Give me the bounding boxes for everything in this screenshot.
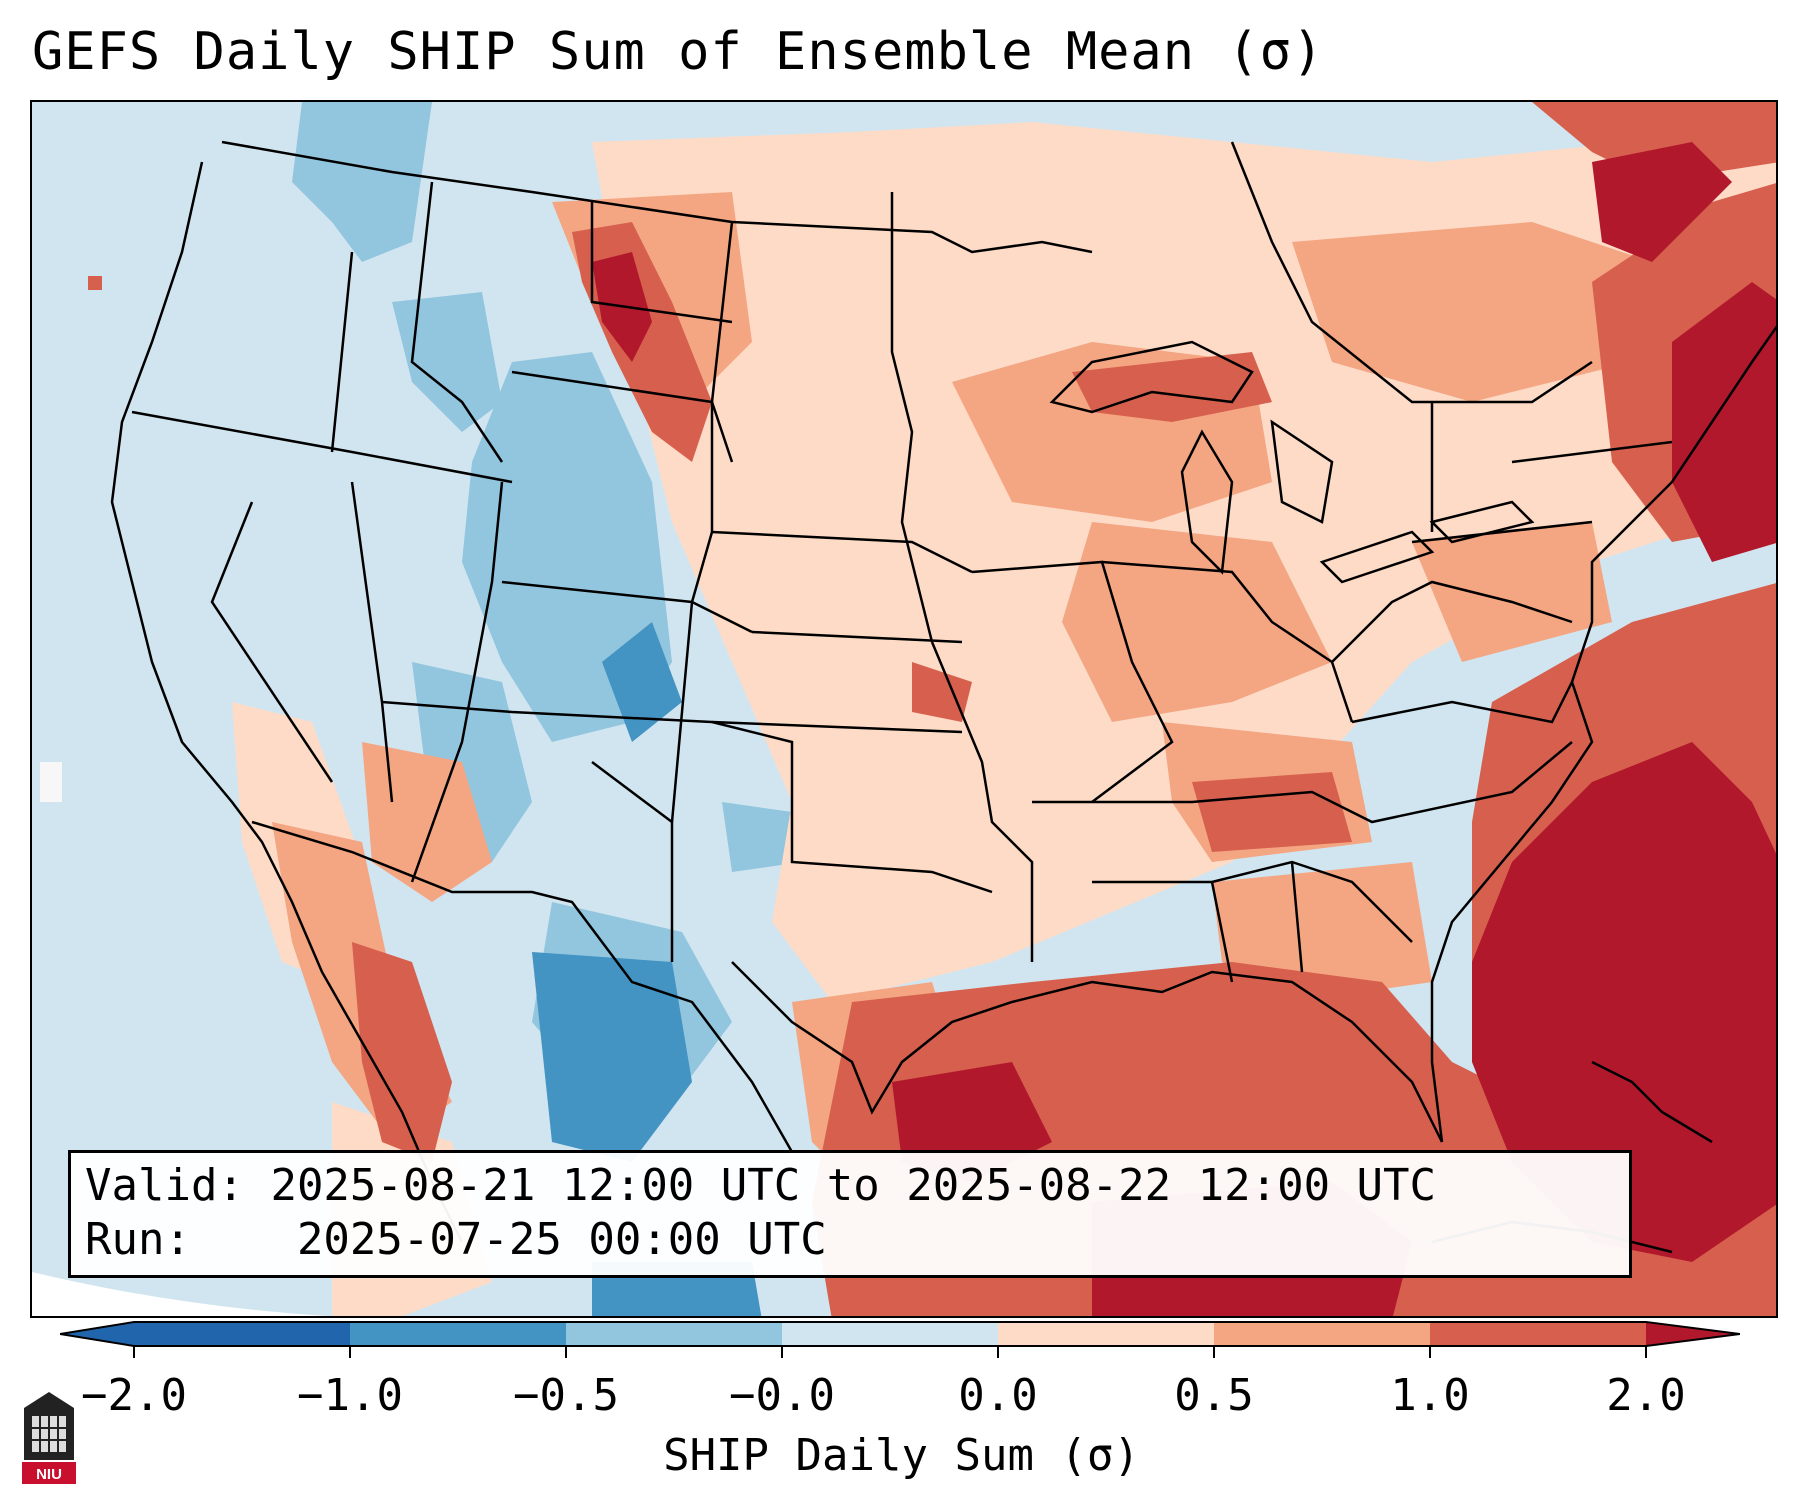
colorbar (59, 1318, 1741, 1382)
svg-text:NIU: NIU (36, 1466, 62, 1483)
us-mexico-border (251, 820, 794, 1153)
positive-spot (88, 276, 102, 290)
valid-label: Valid: (85, 1160, 244, 1211)
colorbar-tick-label: −1.0 (297, 1370, 403, 1421)
lake-superior (1049, 340, 1254, 414)
boundaries (110, 140, 1776, 1254)
niu-logo: NIU (22, 1392, 76, 1484)
colorbar-ticks (133, 1346, 1647, 1358)
colorbar-bin (1214, 1322, 1430, 1346)
colorbar-tick-label: −2.0 (81, 1370, 187, 1421)
colorbar-tick-label: −0.0 (729, 1370, 835, 1421)
gulf-coastline (731, 961, 1444, 1143)
colorbar-bin (566, 1322, 782, 1346)
colorbar-svg (59, 1321, 1741, 1358)
colorbar-extend-high (1646, 1322, 1740, 1346)
colorbar-bin (1430, 1322, 1646, 1346)
info-box: Valid: 2025-08-21 12:00 UTC to 2025-08-2… (68, 1150, 1632, 1278)
neutral-spot (40, 762, 62, 802)
map-title: GEFS Daily SHIP Sum of Ensemble Mean (σ) (32, 22, 1325, 82)
lake-ontario (1429, 500, 1535, 544)
colorbar-bin (998, 1322, 1214, 1346)
valid-value: 2025-08-21 12:00 UTC to 2025-08-22 12:00… (270, 1160, 1437, 1211)
west-coastline (110, 161, 464, 1243)
projection-edge (32, 1272, 327, 1316)
anomaly-map (32, 102, 1776, 1316)
lake-erie (1319, 530, 1435, 584)
colorbar-tick-label: 0.5 (1174, 1370, 1254, 1421)
map-panel[interactable]: Valid: 2025-08-21 12:00 UTC to 2025-08-2… (30, 100, 1778, 1318)
run-value: 2025-07-25 00:00 UTC (296, 1214, 827, 1265)
run-label: Run: (85, 1214, 191, 1265)
bahamas (1591, 1060, 1713, 1144)
colorbar-tick-label: −0.5 (513, 1370, 619, 1421)
colorbar-bin (350, 1322, 566, 1346)
colorbar-tick-label: 1.0 (1390, 1370, 1470, 1421)
colorbar-bin (134, 1322, 350, 1346)
colorbar-bin (782, 1322, 998, 1346)
colorbar-tick-label: 0.0 (958, 1370, 1038, 1421)
colorbar-extend-low (60, 1322, 134, 1346)
lake-huron (1270, 419, 1334, 524)
us-canada-border (221, 140, 1093, 254)
colorbar-tick-label: 2.0 (1606, 1370, 1686, 1421)
lake-michigan (1180, 429, 1234, 575)
colorbar-title: SHIP Daily Sum (σ) (663, 1430, 1140, 1481)
